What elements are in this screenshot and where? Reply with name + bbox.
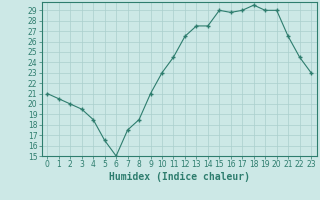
X-axis label: Humidex (Indice chaleur): Humidex (Indice chaleur): [109, 172, 250, 182]
